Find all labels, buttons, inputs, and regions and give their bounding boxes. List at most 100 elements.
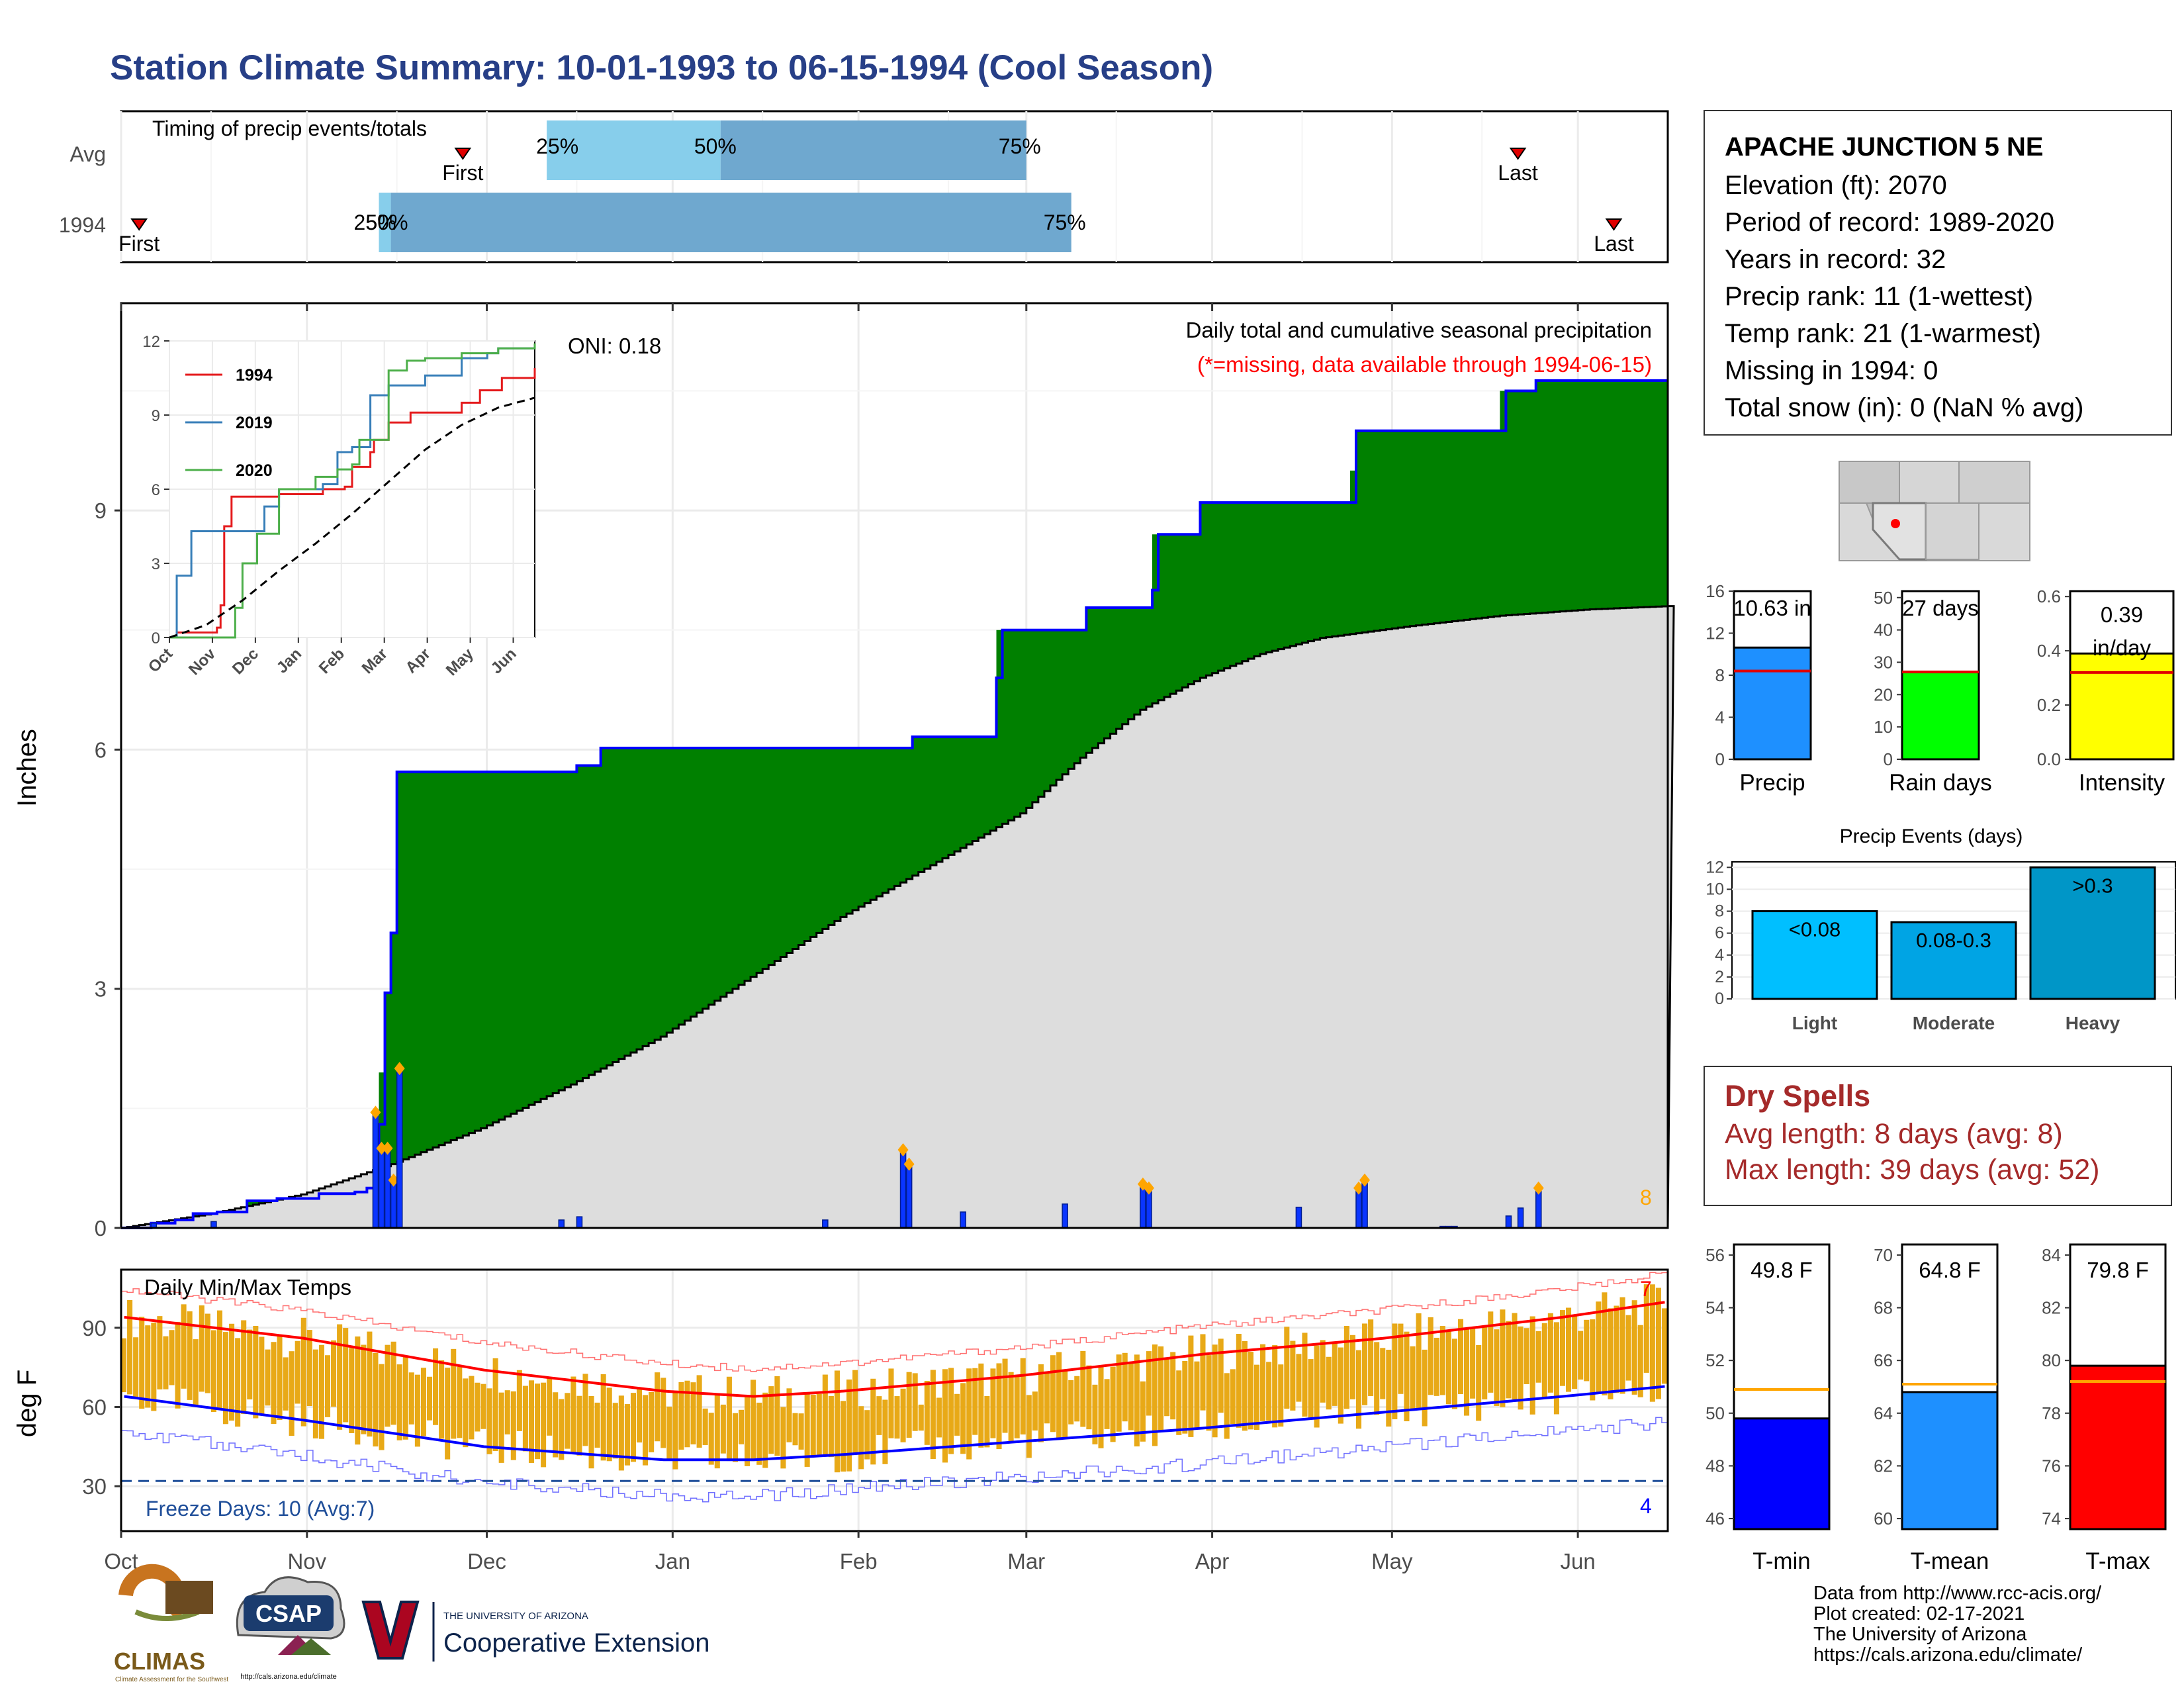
precip-y-axis-label: Inches [13,729,42,807]
temp-range-bar [822,1374,828,1454]
temp-range-bar [1236,1333,1242,1428]
temp-range-bar [331,1340,337,1407]
temp-range-bar [637,1389,643,1443]
inset-series-line [169,397,535,639]
summary-ytick-label: 20 [1874,684,1893,704]
temp-range-bar [1482,1326,1488,1400]
temp-range-bar [1278,1364,1284,1427]
temp-range-bar [1158,1346,1164,1432]
temp-range-bar [1404,1331,1410,1422]
precip-event-marker [382,1141,393,1155]
temp-range-bar [535,1383,541,1460]
temp-range-bar [457,1366,463,1438]
temp-range-bar [1014,1376,1020,1438]
temp-range-bar [1068,1380,1074,1425]
temp-max-count: 7 [1640,1277,1652,1301]
temp-range-bar [181,1304,187,1389]
temp-range-bar [1374,1342,1380,1415]
temp-summary-ytick-label: 48 [1706,1456,1725,1476]
temp-range-bar [1164,1358,1170,1417]
temp-range-bar [1032,1391,1038,1431]
timing-last-marker [1605,218,1623,231]
temp-range-bar [1602,1292,1608,1395]
temp-summary-ytick-label: 82 [2042,1298,2061,1318]
temp-range-bar [918,1404,924,1431]
temp-range-bar [1260,1344,1266,1421]
temp-range-bar [349,1348,355,1434]
temp-range-bar [187,1311,193,1400]
temp-range-bar [451,1348,457,1439]
timing-bar-avg-upper [720,120,1026,180]
summary-ytick-label: 40 [1874,620,1893,640]
temp-range-bar [1619,1297,1625,1394]
precip-daily-bar [1062,1203,1068,1229]
events-ytick-label: 0 [1715,990,1724,1008]
temp-range-bar [912,1373,918,1431]
inset-legend-label: 2019 [236,414,273,432]
temp-range-bar [1392,1323,1398,1420]
temp-range-bar [1248,1352,1253,1430]
temp-range-bar [816,1393,822,1458]
university-logo: THE UNIVERSITY OF ARIZONA Cooperative Ex… [361,1601,709,1662]
temp-summary-value: 79.8 F [2087,1258,2149,1282]
temp-range-bar [582,1374,588,1446]
temp-range-bar [385,1344,390,1427]
temp-range-bar [324,1355,331,1417]
temp-range-bar [732,1413,738,1462]
temp-range-bar [300,1317,306,1427]
temp-record-max-line [121,1272,1668,1372]
temp-range-bar [978,1363,984,1448]
summary-bar [2069,652,2175,761]
temp-range-bar [373,1352,379,1447]
temp-range-bar [247,1329,253,1400]
events-category-label: Moderate [1913,1013,1995,1033]
summary-ytick-label: 0.6 [2037,586,2061,606]
temp-summary-ytick-label: 76 [2042,1456,2061,1476]
temp-range-bar [858,1406,864,1470]
temp-summary-bar [1733,1417,1831,1530]
temp-range-bar [1266,1362,1272,1421]
inset-series-line [169,368,536,639]
temperature-panel: 30 60 90 Daily Min/Max Temps Freeze Days: … [13,1268,1669,1573]
temp-range-bar [1500,1309,1506,1407]
station-precip-rank: Precip rank: 11 (1-wettest) [1725,282,2034,311]
temp-summary-label: T-mean [1911,1548,1989,1574]
temp-range-bar [469,1376,475,1440]
precip-event-marker [1353,1181,1364,1195]
inset-series-line [169,343,536,639]
temp-range-bar [828,1395,834,1458]
temp-range-bar [810,1394,816,1458]
temp-range-bar [1566,1307,1572,1392]
ua-extension: Cooperative Extension [443,1628,709,1658]
precip-ytick-label: 6 [95,737,107,762]
timing-bar-1994-upper [390,193,1071,252]
precip-daily-bar [1361,1179,1368,1229]
precip-event-marker [897,1143,909,1156]
temp-range-bar [1218,1338,1224,1413]
inset-ytick-label: 9 [152,407,160,425]
temp-range-bar [624,1404,630,1466]
events-bar [1890,921,2017,1000]
temp-range-bar [1253,1364,1260,1430]
temp-range-bar [210,1330,216,1413]
temp-range-bar [1200,1334,1206,1411]
precip-daily-bar [576,1216,583,1229]
events-bar-label: >0.3 [2072,874,2113,897]
events-ytick-label: 6 [1715,924,1724,943]
temp-range-bar [463,1378,469,1448]
temp-range-bar [1056,1352,1062,1440]
precip-event-marker [370,1105,381,1119]
summary-ytick-label: 12 [1706,624,1725,643]
temp-range-bar [1343,1326,1349,1409]
temp-range-bar [882,1399,888,1464]
temp-avg-min-line [124,1385,1665,1462]
temp-range-bar [960,1383,966,1454]
precip-daily-bar [1295,1206,1302,1229]
summary-label: Precip [1739,770,1805,796]
temp-range-bar [1338,1347,1343,1424]
dry-spells-title: Dry Spells [1725,1079,1871,1113]
temp-range-bar [139,1317,145,1409]
temp-range-bar [1494,1329,1500,1407]
temp-range-bar [1194,1361,1200,1429]
events-ytick-label: 10 [1706,880,1724,898]
